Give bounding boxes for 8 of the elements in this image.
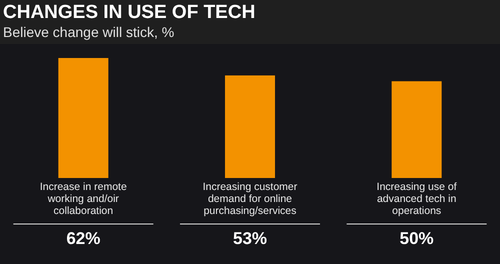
data-label: 62% xyxy=(66,229,100,248)
x-tick-label: Increasing customer demand for online purchasing/services xyxy=(202,181,298,217)
x-tick-label: Increasing use of advanced tech in operations xyxy=(376,181,457,217)
data-label: 50% xyxy=(400,229,434,248)
x-tick-label: Increase in remote working and/oir collaboration xyxy=(40,181,127,217)
chart-subtitle: Believe change will stick, % xyxy=(3,24,174,40)
chart-title: CHANGES IN USE OF TECH xyxy=(3,2,256,23)
data-label: 53% xyxy=(232,229,268,248)
